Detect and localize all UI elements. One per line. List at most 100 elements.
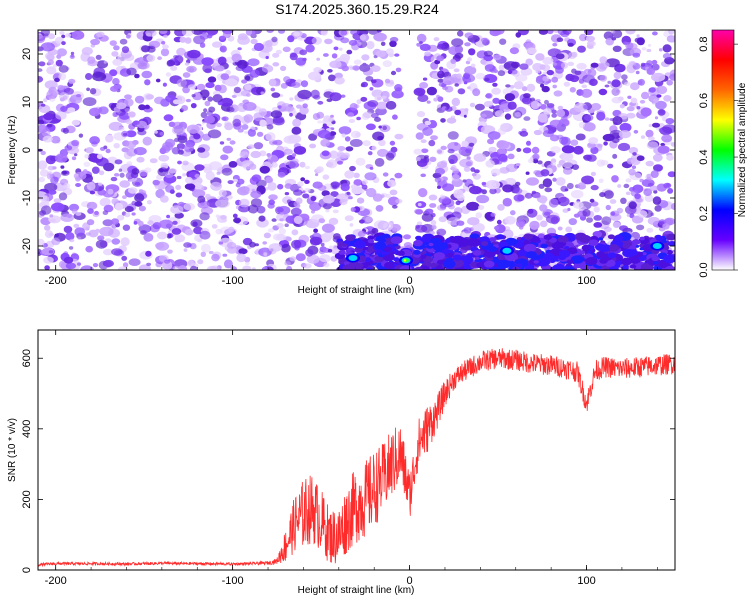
heatmap-cell [504,177,516,186]
heatmap-cell [103,60,107,64]
heatmap-cell [603,141,608,146]
heatmap-cell [494,225,500,231]
heatmap-cell [603,190,614,199]
heatmap-cell [74,227,85,237]
heatmap-cell [263,252,268,257]
heatmap-cell [142,136,152,146]
heatmap-cell [434,177,442,183]
heatmap-cell [244,130,249,134]
heatmap-cell [102,259,114,268]
heatmap-cell [353,172,360,178]
heatmap-cell [543,108,552,115]
heatmap-band-cell [367,235,375,240]
heatmap-cell [134,95,145,104]
heatmap-cell [325,209,330,213]
heatmap-cell [652,153,663,162]
heatmap-cell [96,31,105,38]
heatmap-cell [497,204,505,211]
heatmap-cell [270,162,278,168]
heatmap-cell [75,183,82,187]
heatmap-cell [610,211,616,216]
heatmap-cell [389,140,396,146]
y-tick-label: 10 [21,96,33,108]
heatmap-cell [562,30,572,35]
heatmap-band-cell [620,257,633,266]
heatmap-cell [532,153,540,161]
heatmap-cell [233,86,241,94]
colorbar-tick-label: 0.6 [698,93,710,108]
colorbar-tick-label: 0.4 [698,149,710,164]
heatmap-cell [348,39,358,46]
heatmap-cell [637,210,648,218]
heatmap-cell [350,30,360,36]
heatmap-cell [75,212,82,216]
heatmap-cell [662,124,675,134]
heatmap-cell [430,219,437,226]
heatmap-cell [317,129,331,139]
heatmap-cell [143,105,151,110]
heatmap-cell [316,111,325,119]
heatmap-cell [655,100,667,110]
heatmap-cell [323,53,329,57]
heatmap-cell [669,73,675,81]
heatmap-cell [278,228,286,235]
heatmap-cell [256,205,266,214]
heatmap-cell [46,123,53,128]
heatmap-cell [124,94,132,100]
heatmap-cell [415,132,424,140]
heatmap-cell [604,62,610,68]
heatmap-cell [646,227,654,233]
heatmap-cell [420,139,427,144]
heatmap-cell [519,130,529,137]
heatmap-cell [184,62,190,66]
heatmap-cell [464,32,474,39]
heatmap-cell [297,181,304,187]
heatmap-cell [323,262,330,268]
heatmap-cell [504,93,516,102]
heatmap-cell [43,113,54,121]
heatmap-cell [201,121,206,125]
heatmap-cell [646,67,656,75]
heatmap-cell [447,148,455,154]
heatmap-cell [551,113,557,118]
heatmap-cell [454,109,462,116]
heatmap-cell [62,127,69,134]
heatmap-cell [626,106,635,112]
heatmap-cell [60,213,74,222]
heatmap-cell [139,56,144,62]
heatmap-cell [583,154,592,160]
heatmap-cell [569,75,580,83]
heatmap-cell [339,47,343,51]
heatmap-cell [250,198,263,208]
heatmap-cell [61,170,67,175]
heatmap-cell [510,210,516,216]
heatmap-cell [531,190,537,195]
heatmap-cell [107,188,114,195]
heatmap-cell [463,166,471,172]
heatmap-cell [144,79,151,86]
heatmap-cell [636,224,645,231]
heatmap-cell [214,65,225,72]
heatmap-cell [375,101,389,110]
heatmap-cell [526,47,537,55]
heatmap-cell [329,60,342,69]
heatmap-cell [643,188,653,197]
heatmap-band-cell [523,243,537,253]
heatmap-cell [593,206,600,213]
heatmap-cell [250,190,262,199]
heatmap-cell [238,248,248,255]
heatmap-cell [302,193,310,199]
heatmap-cell [362,140,371,147]
heatmap-cell [206,265,217,270]
heatmap-cell [513,194,525,202]
heatmap-cell [545,214,561,224]
heatmap-cell [162,44,169,50]
heatmap-cell [373,32,387,42]
colorbar-tick-label: 0.0 [698,262,710,277]
heatmap-band-cell [639,236,645,241]
heatmap-cell [108,121,123,131]
heatmap-cell [568,218,577,226]
heatmap-cell [227,246,237,254]
heatmap-cell [556,37,564,42]
heatmap-cell [71,156,77,161]
